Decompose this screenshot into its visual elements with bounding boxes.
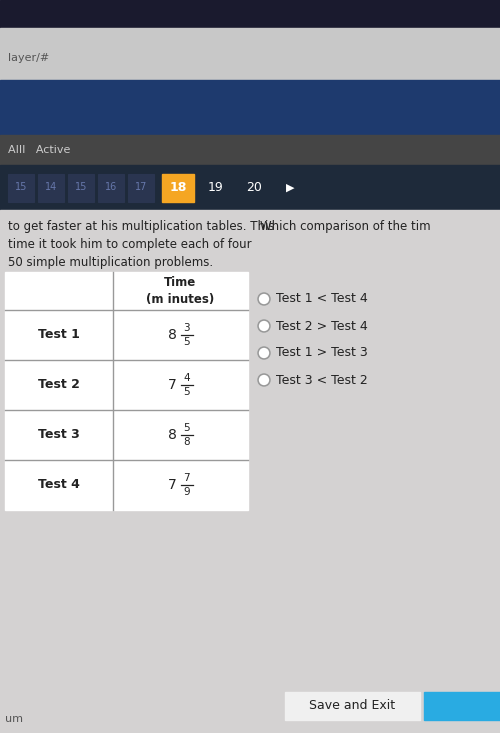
Text: layer/#: layer/# (8, 53, 49, 63)
Bar (0, 678, 500, 733)
Text: ▶: ▶ (286, 183, 294, 193)
Bar (424, 691, 500, 720)
Text: to get faster at his multiplication tables. This: to get faster at his multiplication tabl… (8, 220, 274, 233)
Text: 7: 7 (168, 378, 177, 392)
Bar (68, 174, 94, 202)
Bar (162, 174, 194, 202)
Bar (0, 135, 500, 165)
Bar (8, 174, 34, 202)
Text: 18: 18 (170, 181, 186, 194)
Text: Test 3: Test 3 (38, 429, 80, 441)
Circle shape (258, 320, 270, 332)
Text: 15: 15 (15, 183, 27, 193)
Text: 20: 20 (246, 181, 262, 194)
Text: Test 4: Test 4 (38, 479, 80, 492)
Text: Test 1 < Test 4: Test 1 < Test 4 (276, 292, 368, 306)
Text: 50 simple multiplication problems.: 50 simple multiplication problems. (8, 256, 213, 269)
Bar (98, 174, 124, 202)
Circle shape (258, 293, 270, 305)
Text: 5: 5 (183, 423, 190, 433)
Circle shape (258, 374, 270, 386)
Text: 19: 19 (208, 181, 224, 194)
Text: 5: 5 (183, 387, 190, 397)
Text: 15: 15 (75, 183, 87, 193)
Text: Test 3 < Test 2: Test 3 < Test 2 (276, 374, 368, 386)
Bar (0, 80, 500, 135)
Bar (276, 174, 304, 202)
Text: 8: 8 (168, 328, 177, 342)
Text: 8: 8 (168, 428, 177, 442)
Text: 7: 7 (168, 478, 177, 492)
Text: 3: 3 (183, 323, 190, 333)
Circle shape (258, 347, 270, 359)
Text: 16: 16 (105, 183, 117, 193)
Text: 17: 17 (135, 183, 147, 193)
Bar (0, 210, 500, 733)
Text: 7: 7 (183, 473, 190, 483)
Bar (0, 165, 500, 210)
Bar (0, 28, 500, 80)
Bar (200, 174, 232, 202)
Text: 5: 5 (183, 337, 190, 347)
Bar (0, 0, 500, 28)
Text: 9: 9 (183, 487, 190, 497)
Text: 14: 14 (45, 183, 57, 193)
Text: Which comparison of the tim: Which comparison of the tim (260, 220, 430, 233)
Bar (38, 174, 64, 202)
Text: 4: 4 (183, 373, 190, 383)
Text: um: um (5, 714, 23, 724)
Text: Time
(m inutes): Time (m inutes) (146, 276, 214, 306)
Text: AIII   Active: AIII Active (8, 145, 70, 155)
Bar (5, 272, 248, 510)
Text: Save and Exit: Save and Exit (310, 699, 396, 712)
Bar (285, 691, 420, 720)
Text: Test 1 > Test 3: Test 1 > Test 3 (276, 347, 368, 359)
Text: time it took him to complete each of four: time it took him to complete each of fou… (8, 238, 252, 251)
Text: Test 2 > Test 4: Test 2 > Test 4 (276, 320, 368, 333)
Bar (128, 174, 154, 202)
Text: 8: 8 (183, 437, 190, 447)
Bar (238, 174, 270, 202)
Text: Test 2: Test 2 (38, 378, 80, 391)
Text: Test 1: Test 1 (38, 328, 80, 342)
